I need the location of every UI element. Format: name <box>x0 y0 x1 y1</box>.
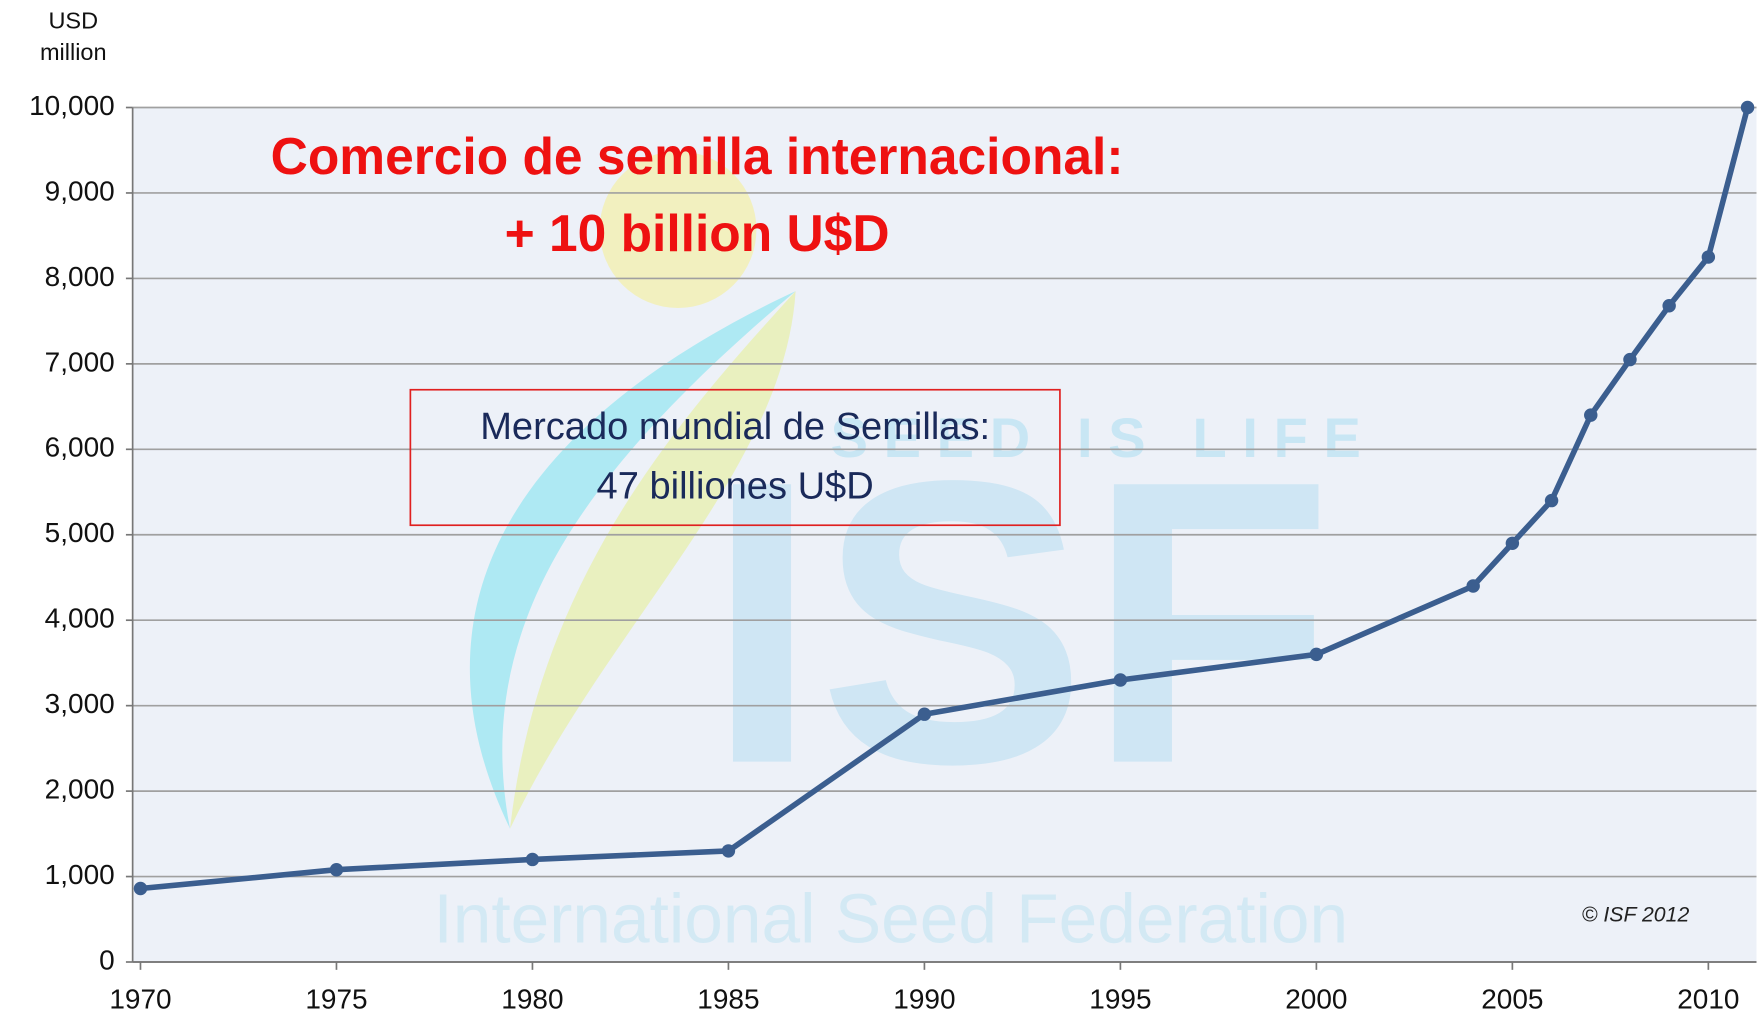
data-point <box>1740 100 1755 115</box>
y-tick-label: 4,000 <box>45 603 115 634</box>
y-axis-label: million <box>40 39 107 65</box>
annotation-text: Mercado mundial de Semillas: <box>480 406 990 448</box>
x-tick-label: 1990 <box>893 984 955 1015</box>
data-point <box>1662 299 1676 313</box>
y-tick-label: 9,000 <box>45 175 115 206</box>
logo-sun <box>599 151 757 308</box>
data-point <box>133 881 148 896</box>
logo-watermark <box>469 151 796 829</box>
x-tick-label: 1975 <box>305 984 367 1015</box>
y-tick-label: 10,000 <box>29 90 115 121</box>
x-tick-label: 1985 <box>697 984 759 1015</box>
y-tick-label: 8,000 <box>45 261 115 292</box>
data-point <box>1584 408 1598 422</box>
y-tick-label: 1,000 <box>45 859 115 890</box>
data-point <box>1701 250 1716 264</box>
y-tick-label: 3,000 <box>45 688 115 719</box>
y-tick-label: 6,000 <box>45 432 115 463</box>
data-point <box>1113 673 1128 687</box>
data-point <box>1623 352 1637 367</box>
watermark-logo-text: ISF <box>706 398 1333 848</box>
data-point <box>1505 536 1520 551</box>
data-point <box>1544 493 1559 508</box>
data-point <box>525 852 540 867</box>
x-tick-label: 1980 <box>501 984 563 1015</box>
data-point <box>917 707 932 721</box>
y-tick-label: 7,000 <box>45 346 115 377</box>
x-tick-label: 1995 <box>1089 984 1151 1015</box>
y-tick-label: 5,000 <box>45 517 115 548</box>
chart-title: Comercio de semilla internacional: <box>271 127 1124 185</box>
x-tick-label: 1970 <box>109 984 171 1015</box>
x-tick-label: 2005 <box>1481 984 1543 1015</box>
annotation-box <box>409 388 1061 527</box>
logo-leaf <box>469 291 796 829</box>
watermark-slogan: SEED IS LIFE <box>831 406 1377 469</box>
data-point <box>1309 647 1324 662</box>
y-tick-label: 0 <box>99 944 115 975</box>
data-point <box>329 862 344 877</box>
watermark-name: International Seed Federation <box>433 879 1348 957</box>
data-point <box>1466 579 1480 593</box>
y-tick-label: 2,000 <box>45 773 115 804</box>
y-axis-label: USD <box>48 8 98 34</box>
x-tick-label: 2010 <box>1677 984 1739 1015</box>
logo-leaf-inner <box>510 291 796 829</box>
x-tick-label: 2000 <box>1285 984 1347 1015</box>
axes: 0 1,000 2,000 3,000 4,000 5,000 6,000 7,000 8,00… <box>29 90 1757 1015</box>
annotation-text: 47 billiones U$D <box>597 465 874 507</box>
chart-subtitle: + 10 billion U$D <box>505 204 890 262</box>
data-point <box>721 844 736 858</box>
credit: © ISF 2012 <box>1582 903 1690 927</box>
